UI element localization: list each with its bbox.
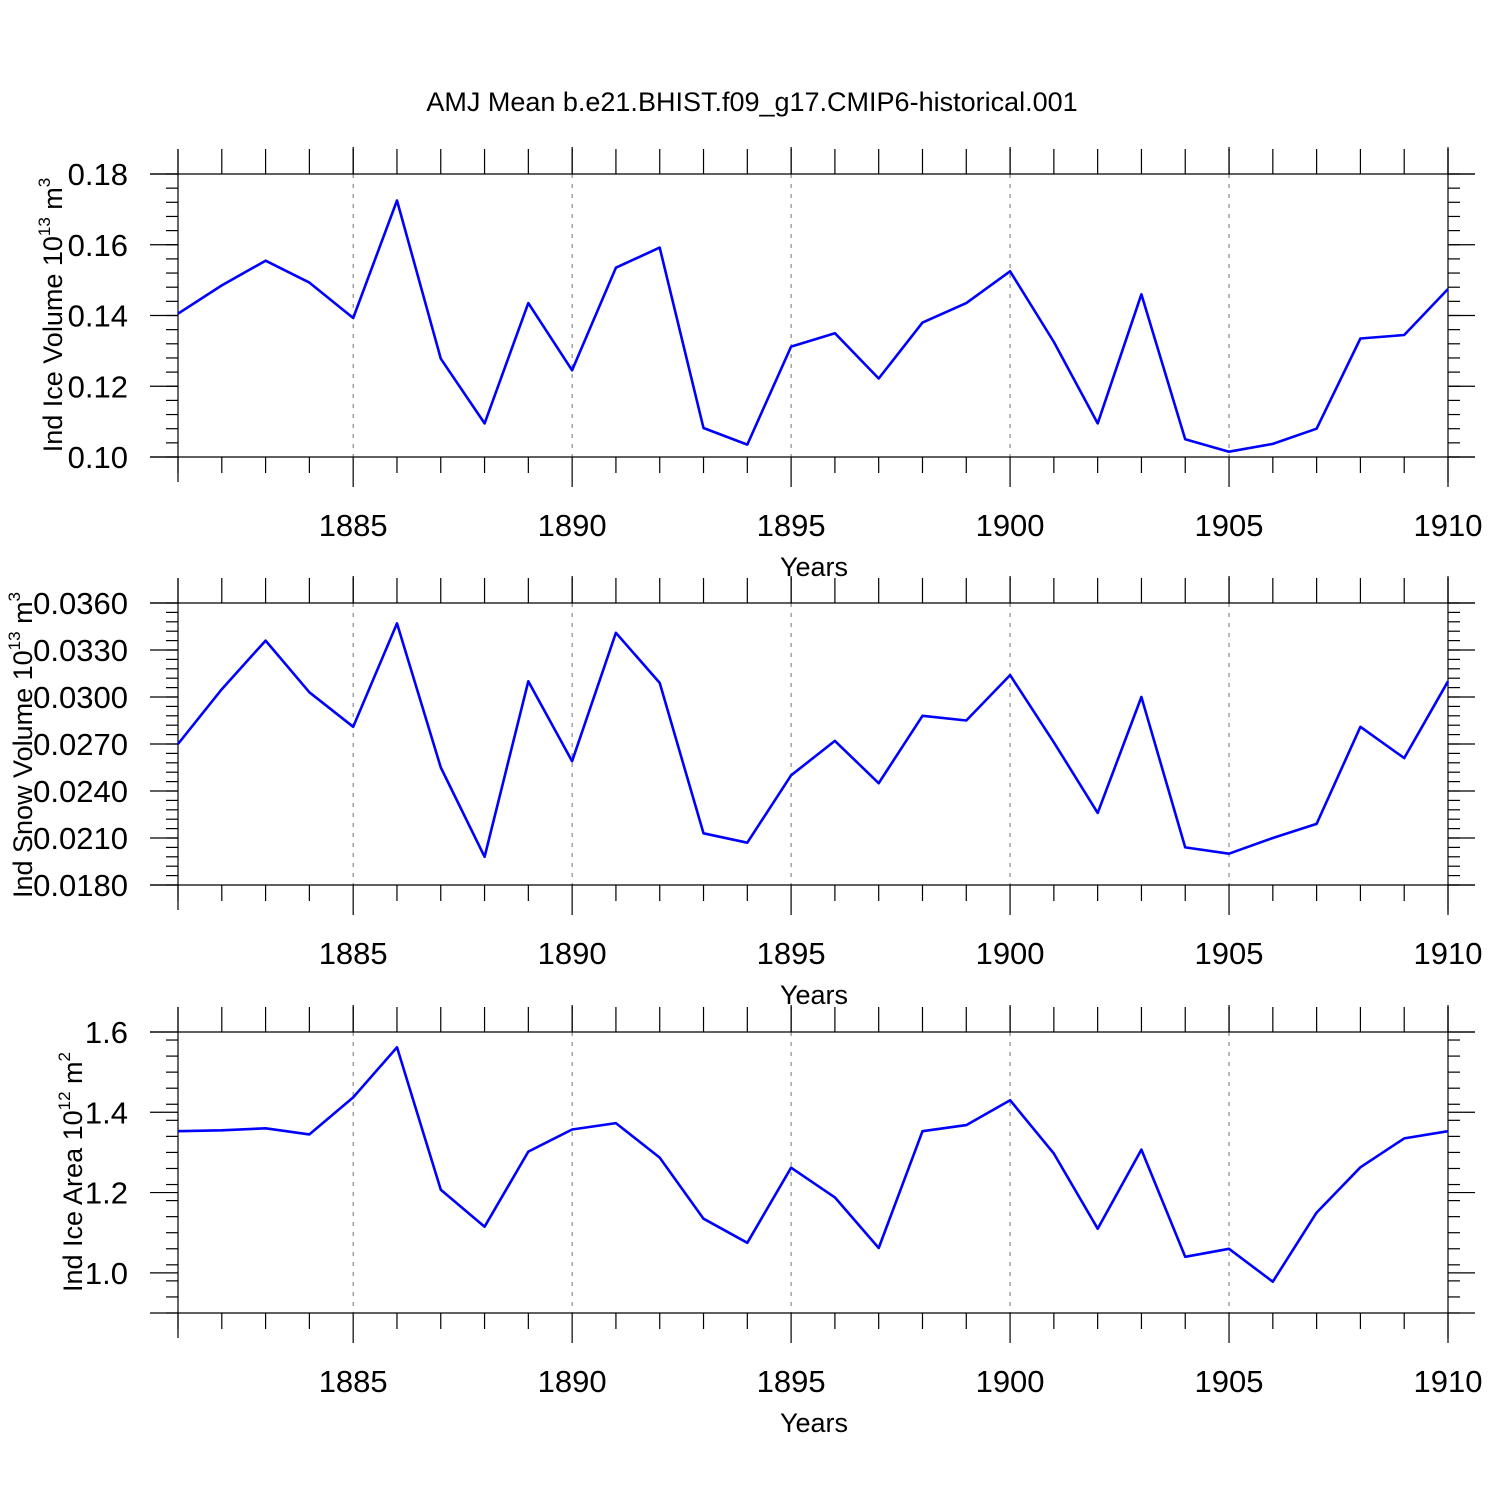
series-line-3: [177, 1046, 1449, 1283]
y-axis-label-unit: m: [38, 187, 68, 217]
xtick-label: 1905: [1195, 508, 1264, 543]
xtick-label: 1910: [1414, 508, 1483, 543]
y-axis-label-text: Ind Ice Volume 10: [38, 236, 68, 452]
x-axis-label: Years: [780, 1408, 848, 1438]
y-axis-label: Ind Ice Area 1012 m2: [55, 1052, 88, 1292]
xtick-label: 1910: [1414, 936, 1483, 971]
xtick-label: 1890: [538, 508, 607, 543]
ytick-label: 0.0300: [33, 680, 128, 715]
ytick-label: 1.2: [85, 1176, 128, 1211]
figure-title: AMJ Mean b.e21.BHIST.f09_g17.CMIP6-histo…: [426, 87, 1077, 117]
panels: 0.10 0.12 0.14 0.16 0.18 1885 1890 1895 1900 1905…: [5, 147, 1482, 1438]
x-axis-label: Years: [780, 552, 848, 582]
ytick-label: 0.0270: [33, 727, 128, 762]
xtick-label: 1895: [757, 1364, 826, 1399]
x-axis-label: Years: [780, 980, 848, 1010]
y-axis-label-unit: m: [8, 601, 38, 631]
ytick-label: 0.16: [68, 228, 128, 263]
xtick-label: 1900: [976, 1364, 1045, 1399]
y-axis-label-unit: m: [58, 1061, 88, 1091]
xtick-label: 1895: [757, 936, 826, 971]
panel-2: 0.0180 0.0210 0.0240 0.0270 0.0300 0.0330 0.03…: [5, 576, 1482, 1010]
ytick-label: 1.6: [85, 1015, 128, 1050]
y-axis-label-text: Ind Snow Volume 10: [8, 650, 38, 898]
y-axis-label-unit-exp: 2: [55, 1052, 74, 1061]
xtick-label: 1905: [1195, 936, 1264, 971]
ytick-label: 0.0360: [33, 586, 128, 621]
y-axis-label-exp: 12: [55, 1091, 74, 1110]
xtick-label: 1905: [1195, 1364, 1264, 1399]
y-axis-label: Ind Ice Volume 1013 m3: [35, 178, 68, 453]
xtick-label: 1890: [538, 1364, 607, 1399]
y-axis-label-exp: 13: [35, 217, 54, 236]
xtick-label: 1900: [976, 508, 1045, 543]
y-axis-label-text: Ind Ice Area 10: [58, 1110, 88, 1292]
ytick-label: 1.4: [85, 1095, 128, 1130]
panel-3: 1.0 1.2 1.4 1.6 1885 1890 1895 1900 1905 1910 Year…: [55, 1005, 1482, 1438]
ytick-label: 0.10: [68, 440, 128, 475]
ytick-label: 0.14: [68, 299, 128, 334]
xtick-label: 1900: [976, 936, 1045, 971]
ytick-label: 0.0210: [33, 821, 128, 856]
xtick-label: 1910: [1414, 1364, 1483, 1399]
y-axis-label-exp: 13: [5, 631, 24, 650]
panel-1: 0.10 0.12 0.14 0.16 0.18 1885 1890 1895 1900 1905…: [35, 147, 1482, 582]
xtick-label: 1895: [757, 508, 826, 543]
xtick-label: 1885: [319, 508, 388, 543]
ytick-label: 0.0330: [33, 633, 128, 668]
ytick-label: 0.0180: [33, 868, 128, 903]
xtick-label: 1885: [319, 1364, 388, 1399]
ytick-label: 1.0: [85, 1256, 128, 1291]
xtick-label: 1885: [319, 936, 388, 971]
ytick-label: 0.12: [68, 369, 128, 404]
y-axis-label: Ind Snow Volume 1013 m3: [5, 592, 38, 898]
y-axis-label-unit-exp: 3: [35, 178, 54, 187]
y-axis-label-unit-exp: 3: [5, 592, 24, 601]
ytick-label: 0.18: [68, 157, 128, 192]
ytick-label: 0.0240: [33, 774, 128, 809]
series-line-2: [176, 622, 1450, 859]
series-line-1: [177, 199, 1449, 454]
xtick-label: 1890: [538, 936, 607, 971]
